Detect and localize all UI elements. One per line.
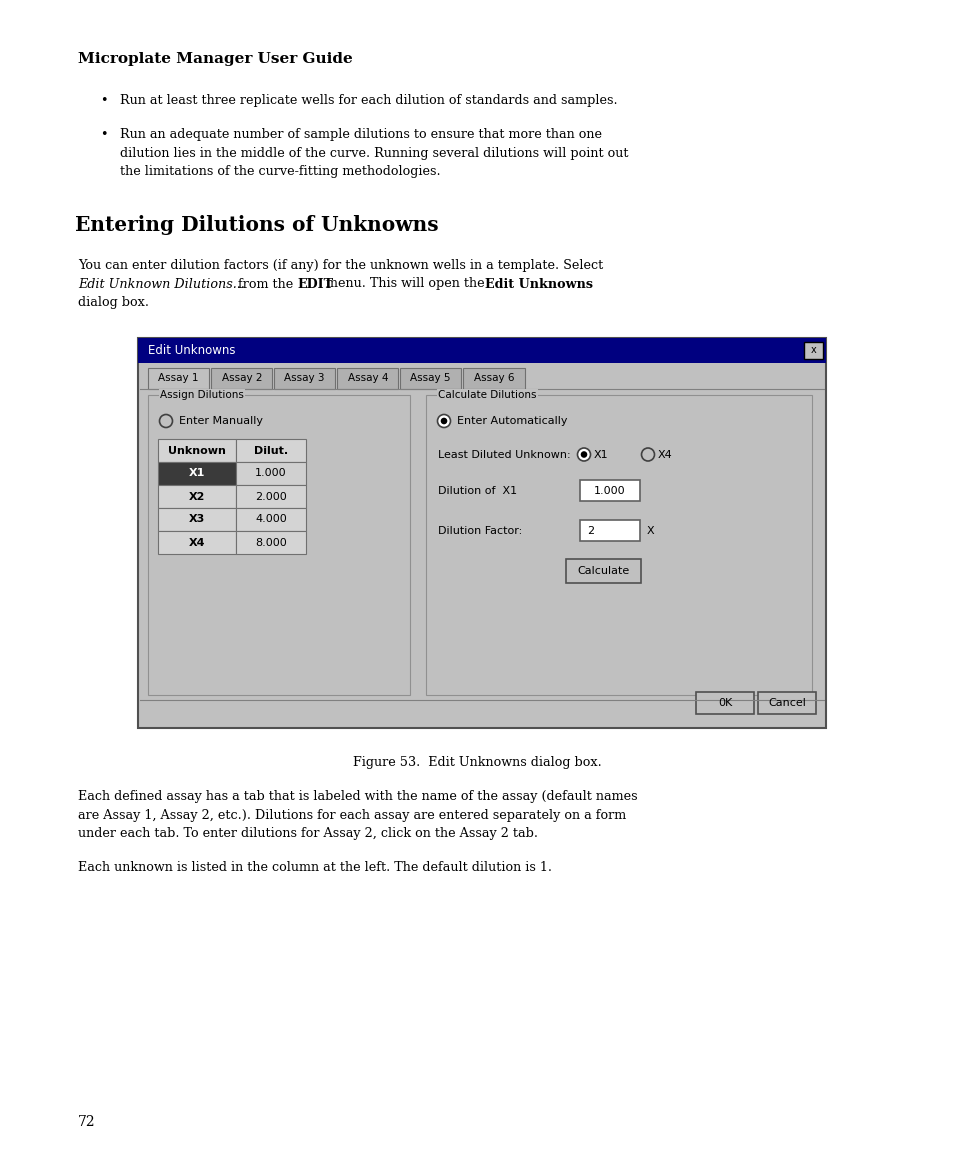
- Text: x: x: [809, 345, 815, 356]
- Text: Figure 53.  Edit Unknowns dialog box.: Figure 53. Edit Unknowns dialog box.: [353, 756, 600, 770]
- Circle shape: [577, 449, 590, 461]
- FancyBboxPatch shape: [235, 508, 306, 531]
- Text: Each unknown is listed in the column at the left. The default dilution is 1.: Each unknown is listed in the column at …: [78, 861, 552, 874]
- Text: Cancel: Cancel: [767, 698, 805, 708]
- Text: from the: from the: [234, 277, 297, 291]
- Text: are Assay 1, Assay 2, etc.). Dilutions for each assay are entered separately on : are Assay 1, Assay 2, etc.). Dilutions f…: [78, 809, 625, 822]
- FancyBboxPatch shape: [336, 367, 398, 389]
- Text: menu. This will open the: menu. This will open the: [322, 277, 488, 291]
- FancyBboxPatch shape: [399, 367, 461, 389]
- FancyBboxPatch shape: [235, 439, 306, 462]
- Text: Run an adequate number of sample dilutions to ensure that more than one: Run an adequate number of sample dilutio…: [120, 127, 601, 141]
- Text: X1: X1: [594, 450, 608, 459]
- Text: 1.000: 1.000: [594, 486, 625, 496]
- Text: the limitations of the curve-fitting methodologies.: the limitations of the curve-fitting met…: [120, 165, 440, 178]
- Text: Each defined assay has a tab that is labeled with the name of the assay (default: Each defined assay has a tab that is lab…: [78, 790, 637, 803]
- Text: Edit Unknowns: Edit Unknowns: [484, 277, 592, 291]
- FancyBboxPatch shape: [758, 692, 815, 714]
- FancyBboxPatch shape: [579, 480, 639, 501]
- Text: Assay 3: Assay 3: [284, 373, 325, 384]
- FancyBboxPatch shape: [158, 508, 235, 531]
- Text: Assay 1: Assay 1: [158, 373, 199, 384]
- Text: dialog box.: dialog box.: [78, 296, 149, 309]
- FancyBboxPatch shape: [579, 520, 639, 541]
- Text: Edit Unknowns: Edit Unknowns: [148, 344, 235, 357]
- Text: X: X: [646, 525, 654, 535]
- Text: Assay 6: Assay 6: [473, 373, 514, 384]
- Text: Unknown: Unknown: [168, 445, 226, 455]
- Circle shape: [440, 417, 447, 424]
- FancyBboxPatch shape: [158, 439, 235, 462]
- FancyBboxPatch shape: [426, 395, 811, 695]
- Text: 0K: 0K: [717, 698, 731, 708]
- Text: X1: X1: [189, 468, 205, 479]
- Circle shape: [580, 451, 587, 458]
- FancyBboxPatch shape: [138, 338, 825, 728]
- Circle shape: [437, 415, 450, 428]
- Text: under each tab. To enter dilutions for Assay 2, click on the Assay 2 tab.: under each tab. To enter dilutions for A…: [78, 828, 537, 840]
- Text: 1.000: 1.000: [254, 468, 287, 479]
- FancyBboxPatch shape: [565, 559, 640, 583]
- FancyBboxPatch shape: [158, 531, 235, 554]
- Text: Dilution of  X1: Dilution of X1: [437, 486, 517, 496]
- Text: 2: 2: [586, 525, 594, 535]
- FancyBboxPatch shape: [138, 338, 825, 363]
- Text: X3: X3: [189, 515, 205, 525]
- Text: •: •: [100, 127, 108, 141]
- FancyBboxPatch shape: [462, 367, 524, 389]
- FancyBboxPatch shape: [158, 484, 235, 508]
- Text: Dilution Factor:: Dilution Factor:: [437, 525, 521, 535]
- Text: Microplate Manager User Guide: Microplate Manager User Guide: [78, 52, 353, 66]
- Text: Dilut.: Dilut.: [253, 445, 288, 455]
- Text: Assay 5: Assay 5: [410, 373, 451, 384]
- Text: dilution lies in the middle of the curve. Running several dilutions will point o: dilution lies in the middle of the curve…: [120, 146, 628, 160]
- Text: Run at least three replicate wells for each dilution of standards and samples.: Run at least three replicate wells for e…: [120, 94, 617, 107]
- Text: X4: X4: [189, 538, 205, 547]
- FancyBboxPatch shape: [803, 342, 821, 359]
- Text: Enter Automatically: Enter Automatically: [456, 416, 567, 427]
- Text: 4.000: 4.000: [254, 515, 287, 525]
- FancyBboxPatch shape: [148, 367, 210, 389]
- Text: Enter Manually: Enter Manually: [179, 416, 263, 427]
- Text: X2: X2: [189, 491, 205, 502]
- Text: Assign Dilutions: Assign Dilutions: [160, 389, 244, 400]
- Text: •: •: [100, 94, 108, 107]
- Text: Least Diluted Unknown:: Least Diluted Unknown:: [437, 450, 570, 459]
- Text: Edit Unknown Dilutions...: Edit Unknown Dilutions...: [78, 277, 245, 291]
- FancyBboxPatch shape: [274, 367, 335, 389]
- Text: EDIT: EDIT: [296, 277, 333, 291]
- FancyBboxPatch shape: [696, 692, 753, 714]
- FancyBboxPatch shape: [211, 367, 273, 389]
- Text: Entering Dilutions of Unknowns: Entering Dilutions of Unknowns: [75, 216, 438, 235]
- FancyBboxPatch shape: [235, 462, 306, 484]
- Text: 8.000: 8.000: [254, 538, 287, 547]
- FancyBboxPatch shape: [158, 462, 235, 484]
- Text: 72: 72: [78, 1115, 95, 1129]
- Text: 2.000: 2.000: [254, 491, 287, 502]
- FancyBboxPatch shape: [235, 531, 306, 554]
- Text: Calculate Dilutions: Calculate Dilutions: [437, 389, 536, 400]
- FancyBboxPatch shape: [235, 484, 306, 508]
- Text: Assay 2: Assay 2: [221, 373, 262, 384]
- Text: Calculate: Calculate: [577, 566, 629, 576]
- Text: Assay 4: Assay 4: [347, 373, 388, 384]
- FancyBboxPatch shape: [148, 395, 410, 695]
- Text: X4: X4: [658, 450, 672, 459]
- Text: You can enter dilution factors (if any) for the unknown wells in a template. Sel: You can enter dilution factors (if any) …: [78, 258, 602, 272]
